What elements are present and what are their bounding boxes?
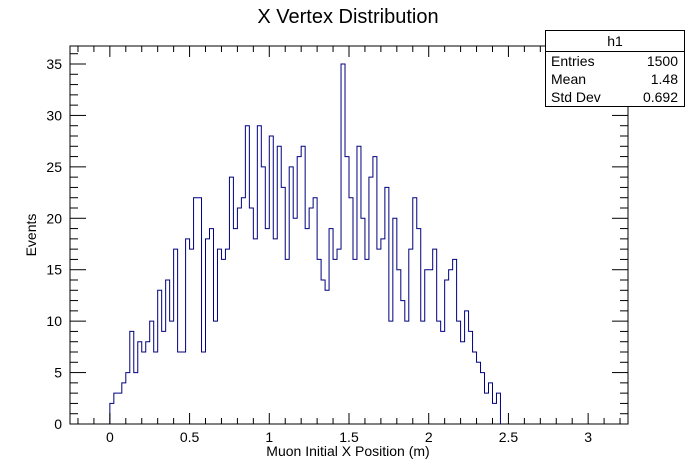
y-tick-label: 10 bbox=[46, 313, 62, 329]
chart-title: X Vertex Distribution bbox=[257, 6, 438, 28]
y-tick-label: 15 bbox=[46, 262, 62, 278]
y-axis-label: Events bbox=[23, 214, 39, 257]
histogram-bins bbox=[109, 63, 501, 424]
stats-title: h1 bbox=[546, 31, 684, 52]
y-tick-label: 0 bbox=[54, 416, 62, 432]
x-tick-label: 1.5 bbox=[339, 429, 359, 445]
stats-row-entries: Entries 1500 bbox=[546, 52, 684, 70]
stats-value: 1500 bbox=[646, 53, 678, 69]
y-tick-label: 5 bbox=[54, 365, 62, 381]
x-tick-label: 0.5 bbox=[180, 429, 200, 445]
x-axis-label: Muon Initial X Position (m) bbox=[266, 443, 429, 459]
histogram-line bbox=[109, 63, 501, 424]
x-tick-label: 3 bbox=[584, 429, 592, 445]
x-tick-label: 1 bbox=[265, 429, 273, 445]
stats-row-mean: Mean 1.48 bbox=[546, 70, 684, 88]
stats-label: Mean bbox=[551, 71, 587, 87]
y-tick-label: 35 bbox=[46, 56, 62, 72]
y-tick-label: 20 bbox=[46, 210, 62, 226]
stats-label: Std Dev bbox=[551, 89, 601, 105]
stats-value: 1.48 bbox=[650, 71, 678, 87]
stats-box: h1 Entries 1500 Mean 1.48 Std Dev 0.692 bbox=[545, 30, 685, 107]
stats-label: Entries bbox=[551, 53, 595, 69]
x-tick-label: 2 bbox=[425, 429, 433, 445]
stats-row-stddev: Std Dev 0.692 bbox=[546, 88, 684, 106]
x-axis-ticks: 0 0.5 1 1.5 2 2.5 3 bbox=[77, 46, 621, 445]
x-tick-label: 0 bbox=[106, 429, 114, 445]
x-tick-label: 2.5 bbox=[499, 429, 519, 445]
y-tick-label: 30 bbox=[46, 107, 62, 123]
y-tick-label: 25 bbox=[46, 159, 62, 175]
stats-value: 0.692 bbox=[642, 89, 678, 105]
y-axis-ticks: 0 5 10 15 20 25 30 35 bbox=[46, 53, 628, 432]
